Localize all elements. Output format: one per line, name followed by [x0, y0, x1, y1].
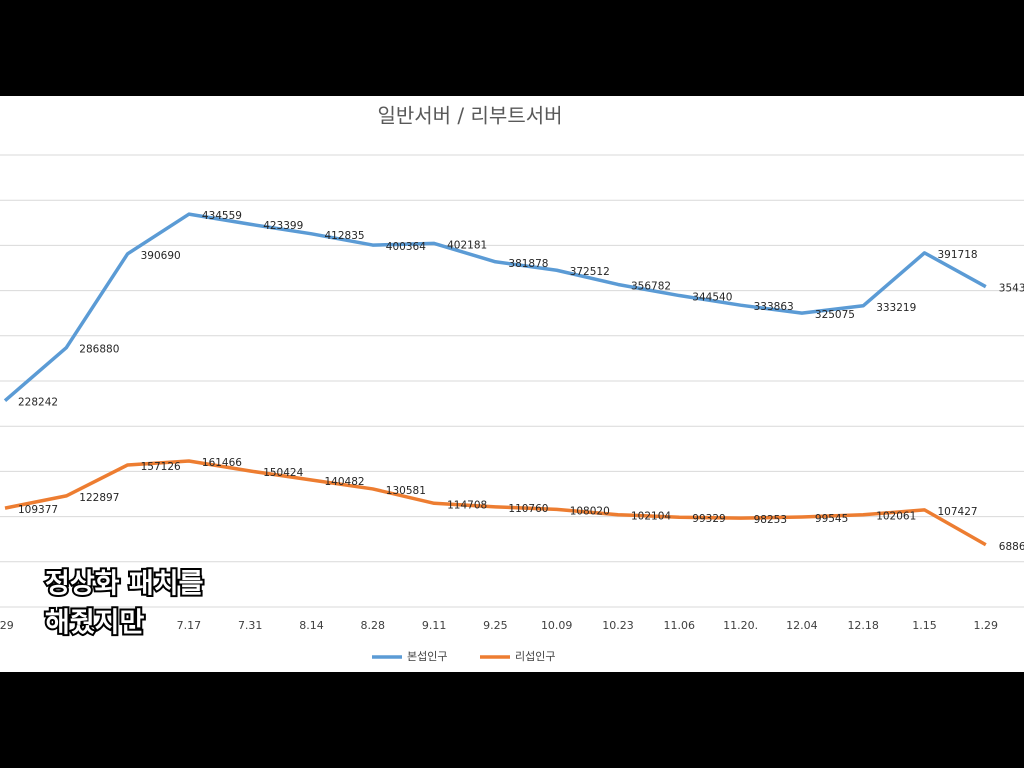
data-label: 381878 — [508, 258, 548, 270]
data-label: 161466 — [202, 457, 242, 469]
x-tick-label: 7.17 — [177, 619, 202, 632]
x-tick-label: 11.06 — [664, 619, 696, 632]
x-tick-label: 12.18 — [847, 619, 879, 632]
data-label: 423399 — [263, 220, 303, 232]
x-tick-label: 10.09 — [541, 619, 573, 632]
x-tick-label: 7.31 — [238, 619, 263, 632]
data-label: 333863 — [754, 301, 794, 313]
x-tick-label: 1.29 — [974, 619, 999, 632]
data-label: 114708 — [447, 499, 487, 511]
x-tick-label: 11.20. — [723, 619, 758, 632]
data-label: 102104 — [631, 511, 671, 523]
legend-label: 본섭인구 — [407, 650, 447, 663]
x-tick-label: 8.14 — [299, 619, 324, 632]
data-label: 102061 — [876, 511, 916, 523]
data-label: 110760 — [508, 503, 548, 515]
data-label: 402181 — [447, 239, 487, 251]
data-label: 344540 — [692, 292, 732, 304]
data-label: 434559 — [202, 210, 242, 222]
data-label: 99545 — [815, 513, 848, 525]
caption: 해줬지만 — [45, 608, 145, 639]
x-tick-label: 1.15 — [912, 619, 937, 632]
data-label: 122897 — [79, 492, 119, 504]
caption: 정상화 패치를 — [45, 569, 203, 600]
data-label: 228242 — [18, 397, 58, 409]
series-line — [3, 212, 987, 402]
data-label: 400364 — [386, 241, 426, 253]
data-label: 68860 — [999, 541, 1024, 553]
x-tick-label: 8.28 — [361, 619, 386, 632]
chart-title: 일반서버 / 리부트서버 — [377, 104, 562, 128]
data-label: 390690 — [141, 250, 181, 262]
data-label: 356782 — [631, 280, 671, 292]
legend-label: 리섭인구 — [515, 650, 555, 663]
data-label: 372512 — [570, 266, 610, 278]
data-label: 333219 — [876, 302, 916, 314]
data-label: 354300 — [999, 283, 1024, 295]
series-line — [4, 459, 987, 547]
x-tick-label: 9.25 — [483, 619, 508, 632]
data-label: 140482 — [325, 476, 365, 488]
data-label: 286880 — [79, 344, 119, 356]
data-label: 150424 — [263, 467, 303, 479]
data-label: 157126 — [141, 461, 181, 473]
data-label: 391718 — [938, 249, 978, 261]
x-tick-label: .29 — [0, 619, 14, 632]
data-label: 325075 — [815, 309, 855, 321]
plot-background — [0, 96, 1024, 672]
data-label: 109377 — [18, 504, 58, 516]
x-tick-label: 10.23 — [602, 619, 634, 632]
data-label: 99329 — [692, 513, 725, 525]
data-label: 412835 — [325, 230, 365, 242]
data-label: 108020 — [570, 505, 610, 517]
data-label: 98253 — [754, 514, 787, 526]
data-label: 107427 — [938, 506, 978, 518]
x-tick-label: 9.11 — [422, 619, 447, 632]
x-tick-label: 12.04 — [786, 619, 818, 632]
data-label: 130581 — [386, 485, 426, 497]
